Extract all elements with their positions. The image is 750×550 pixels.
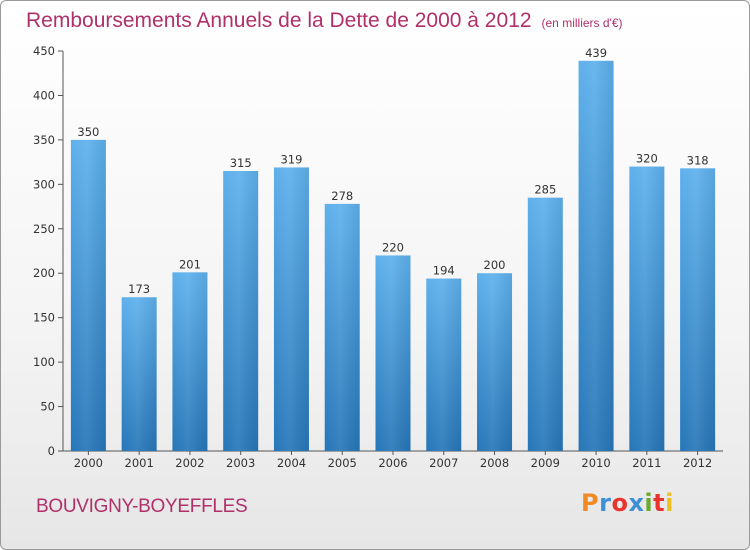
- bar-value-label: 194: [433, 264, 455, 278]
- bar-shine: [578, 60, 614, 452]
- proxiti-logo: Proxiti: [581, 489, 674, 517]
- bar-shine: [629, 166, 665, 452]
- y-tick-label: 200: [33, 266, 55, 280]
- y-tick-label: 0: [48, 444, 55, 458]
- bar-value-label: 318: [687, 153, 709, 167]
- bar-shine: [273, 167, 309, 451]
- logo-letter: o: [611, 489, 629, 517]
- y-tick-label: 300: [33, 177, 55, 191]
- bar-shine: [527, 197, 563, 451]
- y-tick-label: 150: [33, 311, 55, 325]
- y-tick-label: 450: [33, 44, 55, 58]
- logo-letter: x: [628, 489, 645, 517]
- x-tick-label: 2008: [480, 456, 509, 470]
- logo-letter: i: [644, 489, 654, 517]
- y-tick-label: 350: [33, 133, 55, 147]
- x-tick-label: 2003: [226, 456, 255, 470]
- y-tick-label: 250: [33, 222, 55, 236]
- x-tick-label: 2007: [429, 456, 458, 470]
- x-tick-label: 2004: [277, 456, 306, 470]
- bar-shine: [324, 203, 360, 451]
- commune-name: BOUVIGNY-BOYEFFLES: [36, 496, 248, 517]
- x-tick-label: 2009: [531, 456, 560, 470]
- chart-title: Remboursements Annuels de la Dette de 20…: [26, 9, 532, 32]
- x-tick-label: 2002: [175, 456, 204, 470]
- bar-value-label: 220: [382, 240, 404, 254]
- bar-value-label: 201: [179, 257, 201, 271]
- bar-shine: [477, 273, 513, 451]
- x-tick-label: 2001: [125, 456, 154, 470]
- logo-letter: t: [653, 489, 666, 517]
- y-tick-label: 100: [33, 355, 55, 369]
- x-tick-label: 2010: [581, 456, 610, 470]
- bar-shine: [680, 168, 716, 452]
- x-tick-label: 2005: [328, 456, 357, 470]
- x-tick-label: 2011: [632, 456, 661, 470]
- bars: [70, 60, 716, 452]
- x-tick-label: 2006: [378, 456, 407, 470]
- logo-letter: i: [665, 489, 674, 517]
- bar-shine: [121, 297, 157, 451]
- bar-value-label: 278: [331, 189, 353, 203]
- y-tick-label: 400: [33, 88, 55, 102]
- chart-title-block: Remboursements Annuels de la Dette de 20…: [26, 9, 623, 33]
- chart-subtitle: (en milliers d'€): [541, 16, 623, 30]
- bar-value-label: 200: [484, 258, 506, 272]
- logo-letter: r: [599, 489, 612, 517]
- x-tick-label: 2012: [683, 456, 712, 470]
- bar-value-label: 173: [128, 282, 150, 296]
- x-tick-label: 2000: [74, 456, 103, 470]
- logo-letter: P: [581, 489, 600, 517]
- data-labels: 350 2000 173 2001 201 2002 315 2003 319 2004 278 20…: [74, 46, 713, 470]
- bar-shine: [70, 139, 106, 451]
- bar-value-label: 350: [77, 125, 99, 139]
- bar-shine: [426, 278, 462, 451]
- bar-value-label: 319: [280, 152, 302, 166]
- bar-shine: [172, 272, 208, 451]
- bar-shine: [375, 255, 411, 451]
- bar-value-label: 285: [534, 183, 556, 197]
- y-tick-label: 50: [40, 400, 55, 414]
- bar-value-label: 439: [585, 46, 607, 60]
- bar-value-label: 315: [230, 156, 252, 170]
- bar-shine: [223, 171, 259, 451]
- bar-value-label: 320: [636, 152, 658, 166]
